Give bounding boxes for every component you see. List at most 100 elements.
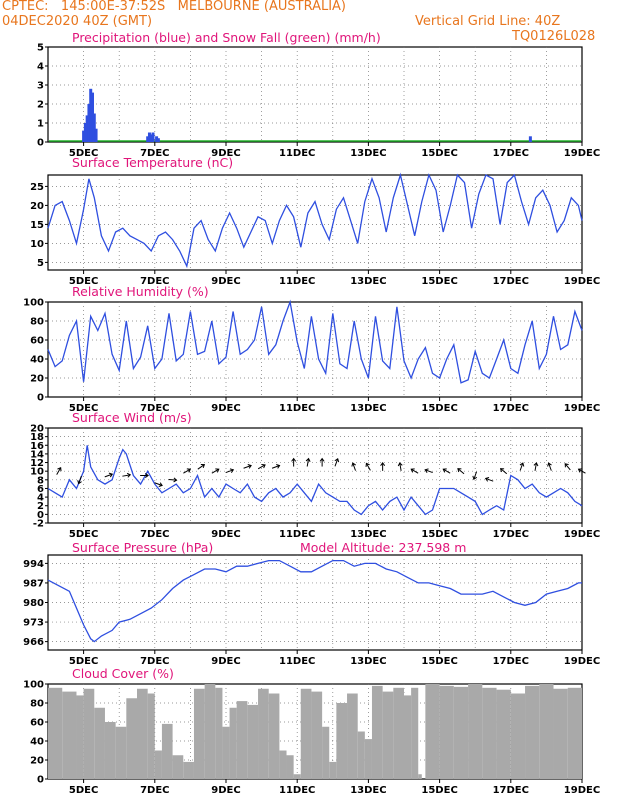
wind-arrow [399, 462, 402, 471]
cloud-bar [104, 722, 116, 779]
temp-xtick-label: 13DEC [350, 276, 386, 287]
cloud-bar [553, 688, 568, 779]
wind-arrow-head [126, 472, 132, 478]
wind-arrow [485, 477, 494, 482]
rh-ytick-label: 20 [30, 374, 44, 385]
rh-xtick-label: 5DEC [69, 403, 98, 414]
wind-arrow-head [457, 468, 462, 473]
wind-arrow-head [410, 468, 415, 473]
wind-arrow [183, 468, 191, 474]
wind-arrow [168, 478, 177, 481]
precip-bar [94, 128, 98, 142]
precip-bar [82, 130, 86, 142]
cloud-bar [137, 688, 148, 779]
cloud-xtick-label: 7DEC [140, 785, 169, 796]
pressure-ytick-label: 980 [23, 598, 44, 609]
cloud-title: Cloud Cover (%) [72, 666, 174, 681]
cloud-bar [439, 685, 454, 779]
precip-bar [151, 132, 155, 142]
wind-ytick-label: 20 [30, 424, 44, 435]
rh-xtick-label: 11DEC [279, 403, 315, 414]
wind-ytick-label: 16 [30, 441, 44, 452]
cloud-bar [115, 726, 127, 779]
cloud-bar [76, 695, 84, 779]
wind-arrow [457, 468, 465, 475]
precip-ytick-label: 2 [37, 100, 44, 111]
precip-ytick-label: 0 [37, 138, 44, 149]
wind-arrow-head [77, 480, 82, 485]
wind-xtick-label: 11DEC [279, 529, 315, 540]
wind-arrow [197, 464, 205, 470]
wind-arrow [534, 462, 537, 471]
cloud-bar [453, 686, 469, 779]
temp-frame [47, 174, 583, 271]
cloud-xtick-label: 9DEC [211, 785, 240, 796]
cloud-bar [172, 755, 184, 779]
pressure-xtick-label: 7DEC [140, 656, 169, 667]
wind-arrow-head [261, 464, 266, 469]
wind-arrow [334, 458, 339, 467]
pressure-ytick-label: 994 [23, 559, 44, 570]
wind-arrow [365, 463, 371, 471]
wind-xtick-label: 19DEC [564, 529, 600, 540]
wind-ytick-label: 4 [37, 493, 44, 504]
precip-bar [528, 136, 532, 142]
rh-xtick-label: 15DEC [421, 403, 457, 414]
wind-arrow-head [547, 462, 552, 467]
precip-xtick-label: 19DEC [564, 148, 600, 159]
wind-arrow [122, 474, 131, 477]
pressure-title: Surface Pressure (hPa) [72, 540, 213, 555]
cloud-bar [364, 739, 372, 779]
pressure-annotation: Model Altitude: 237.598 m [300, 540, 466, 555]
temp-xtick-label: 5DEC [69, 276, 98, 287]
cloud-bar [183, 761, 194, 779]
wind-arrow-head [144, 473, 149, 478]
wind-ytick-label: 10 [30, 467, 44, 478]
cloud-xtick-label: 5DEC [69, 785, 98, 796]
wind-ytick-label: 2 [37, 501, 44, 512]
wind-arrow [473, 471, 478, 480]
precip-xtick-label: 11DEC [279, 148, 315, 159]
cloud-bar [229, 707, 237, 779]
cloud-ytick-label: 100 [23, 680, 44, 691]
wind-ytick-label: -2 [33, 519, 44, 530]
cloud-bar [193, 688, 205, 779]
wind-ytick-label: 8 [37, 475, 44, 486]
wind-ytick-label: 18 [30, 432, 44, 443]
wind-arrow [154, 482, 163, 486]
rh-ytick-label: 60 [30, 336, 44, 347]
wind-xtick-label: 5DEC [69, 529, 98, 540]
wind-arrow [519, 462, 524, 471]
cloud-xtick-label: 19DEC [564, 785, 600, 796]
precip-bar [85, 115, 89, 142]
temp-ytick-label: 15 [30, 220, 44, 231]
pressure-xtick-label: 17DEC [493, 656, 529, 667]
cloud-bar [482, 687, 497, 779]
temp-title: Surface Temperature (nC) [72, 155, 233, 170]
wind-arrow [564, 463, 571, 471]
cloud-ytick-label: 20 [30, 756, 44, 767]
wind-arrow-head [380, 462, 386, 466]
wind-ytick-label: 0 [37, 510, 44, 521]
cloud-bar [48, 687, 63, 779]
wind-arrow [306, 458, 310, 467]
temp-xtick-label: 15DEC [421, 276, 457, 287]
header-line1: CPTEC: 145:00E-37:52S MELBOURNE (AUSTRAL… [2, 0, 347, 14]
pressure-xtick-label: 13DEC [350, 656, 386, 667]
wind-arrow [104, 473, 113, 478]
cloud-bar [411, 687, 419, 779]
cloud-bar [336, 703, 348, 779]
cloud-xtick-label: 11DEC [279, 785, 315, 796]
precip-title: Precipitation (blue) and Snow Fall (gree… [72, 30, 381, 45]
wind-arrow [225, 469, 234, 474]
wind-frame [47, 427, 583, 524]
cloud-bar [329, 761, 337, 779]
rh-xtick-label: 7DEC [140, 403, 169, 414]
temp-ytick-label: 10 [30, 239, 44, 250]
wind-arrow-head [276, 464, 281, 469]
rh-ytick-label: 100 [23, 298, 44, 309]
precip-xtick-label: 13DEC [350, 148, 386, 159]
cloud-bar [311, 691, 323, 779]
cloud-bar [62, 691, 77, 779]
